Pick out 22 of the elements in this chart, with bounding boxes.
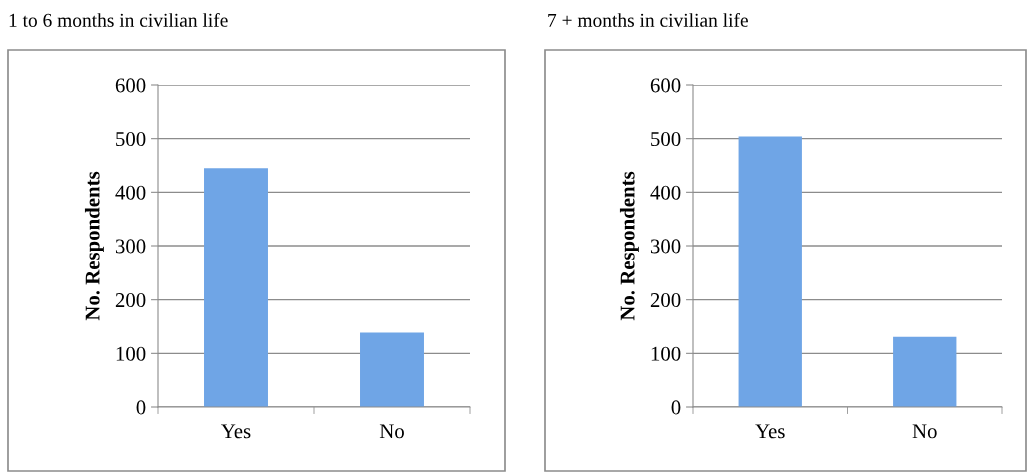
y-tick-label: 100 <box>651 346 681 361</box>
x-tick-label: Yes <box>755 424 785 439</box>
y-tick-label: 100 <box>116 346 146 361</box>
x-tick-label: No <box>912 424 937 439</box>
y-tick-label: 200 <box>115 293 146 308</box>
y-tick-label: 400 <box>650 185 681 200</box>
y-tick-label: 300 <box>115 239 146 254</box>
y-tick-label: 500 <box>116 132 146 147</box>
y-tick-label: 600 <box>650 78 681 93</box>
y-tick-label: 600 <box>115 78 146 93</box>
y-axis-title: No. Respondents <box>619 171 639 321</box>
y-tick-label: 400 <box>115 185 146 200</box>
y-tick-label: 200 <box>650 293 681 308</box>
chart-title: 7 + months in civilian life <box>548 12 748 27</box>
y-tick-label: 500 <box>651 132 681 147</box>
y-tick-label: 0 <box>671 400 681 415</box>
x-tick-label: No <box>379 424 404 439</box>
y-axis-title: No. Respondents <box>84 171 104 321</box>
y-tick-label: 0 <box>136 400 146 415</box>
x-tick-label: Yes <box>221 424 251 439</box>
chart-title: 1 to 6 months in civilian life <box>9 12 228 27</box>
y-tick-label: 300 <box>650 239 681 254</box>
